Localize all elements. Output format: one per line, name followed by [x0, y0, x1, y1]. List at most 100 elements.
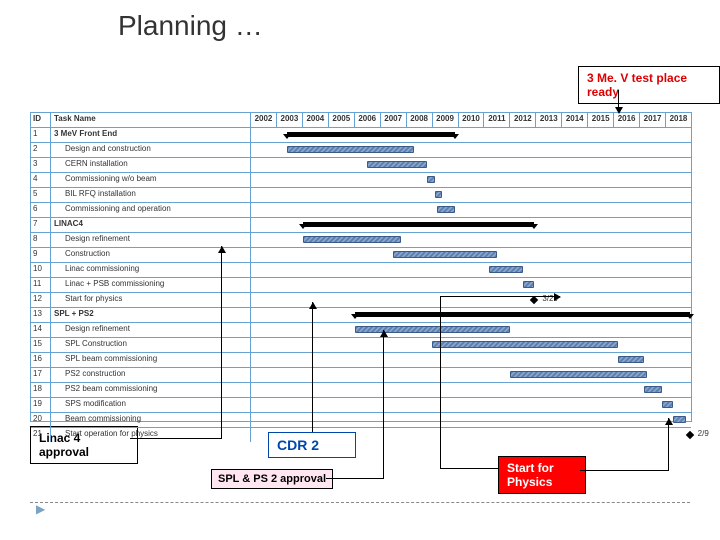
task-id: 7: [31, 218, 51, 232]
task-bar-area: [251, 308, 691, 322]
task-id: 3: [31, 158, 51, 172]
arrow-segment: [440, 296, 560, 297]
arrow-head-icon: [218, 246, 226, 253]
task-row: 5BIL RFQ installation: [31, 188, 691, 203]
year-2005: 2005: [329, 113, 355, 127]
task-id: 1: [31, 128, 51, 142]
task-row: 15SPL Construction: [31, 338, 691, 353]
header-id: ID: [31, 113, 51, 127]
arrow-head-icon: [309, 302, 317, 309]
task-row: 20Beam commissioning: [31, 413, 691, 428]
task-row: 6Commissioning and operation: [31, 203, 691, 218]
arrow-segment: [130, 438, 222, 439]
task-bar-area: [251, 203, 691, 217]
task-bar-area: [251, 323, 691, 337]
task-id: 21: [31, 428, 51, 442]
task-id: 4: [31, 173, 51, 187]
task-id: 20: [31, 413, 51, 427]
year-2018: 2018: [666, 113, 691, 127]
milestone-label: 2/9: [698, 429, 709, 438]
task-id: 13: [31, 308, 51, 322]
task-bar-area: [251, 218, 691, 232]
gantt-bar: [523, 281, 535, 288]
year-2004: 2004: [303, 113, 329, 127]
task-id: 14: [31, 323, 51, 337]
task-id: 19: [31, 398, 51, 412]
gantt-header: ID Task Name 200220032004200520062007200…: [31, 113, 691, 128]
year-2006: 2006: [355, 113, 381, 127]
task-id: 12: [31, 293, 51, 307]
year-2011: 2011: [484, 113, 510, 127]
year-2012: 2012: [510, 113, 536, 127]
year-2009: 2009: [433, 113, 459, 127]
task-id: 15: [31, 338, 51, 352]
arrow-segment: [326, 478, 384, 479]
gantt-bar: [367, 161, 427, 168]
gantt-bar: [287, 146, 414, 153]
task-row: 2Design and construction: [31, 143, 691, 158]
gantt-bar: [435, 191, 443, 198]
gantt-summary-bar: [287, 132, 455, 137]
task-bar-area: [251, 128, 691, 142]
task-row: 3CERN installation: [31, 158, 691, 173]
task-bar-area: [251, 173, 691, 187]
task-row: 14Design refinement: [31, 323, 691, 338]
task-id: 11: [31, 278, 51, 292]
task-row: 7LINAC4: [31, 218, 691, 233]
task-bar-area: 2/9: [251, 428, 691, 442]
year-2015: 2015: [588, 113, 614, 127]
task-row: 21Start operation for physics2/9: [31, 428, 691, 442]
gantt-bar: [489, 266, 523, 273]
gantt-bar: [393, 251, 497, 258]
gantt-years: 2002200320042005200620072008200920102011…: [251, 113, 691, 127]
task-bar-area: [251, 278, 691, 292]
task-bar-area: [251, 338, 691, 352]
task-row: 9Construction: [31, 248, 691, 263]
task-bar-area: [251, 413, 691, 427]
task-id: 17: [31, 368, 51, 382]
task-row: 12Start for physics3/29: [31, 293, 691, 308]
task-id: 2: [31, 143, 51, 157]
gantt-bar: [427, 176, 435, 183]
task-row: 10Linac commissioning: [31, 263, 691, 278]
arrow-segment: [221, 246, 222, 438]
gantt-bar: [510, 371, 647, 378]
task-row: 19SPS modification: [31, 398, 691, 413]
task-bar-area: [251, 368, 691, 382]
year-2017: 2017: [640, 113, 666, 127]
task-row: 16SPL beam commissioning: [31, 353, 691, 368]
year-2013: 2013: [536, 113, 562, 127]
task-id: 18: [31, 383, 51, 397]
callout-spl-ps2-approval: SPL & PS 2 approval: [211, 469, 333, 489]
milestone-diamond: [685, 431, 693, 439]
task-id: 8: [31, 233, 51, 247]
arrow-segment: [440, 296, 441, 468]
task-bar-area: [251, 188, 691, 202]
task-row: 13SPL + PS2: [31, 308, 691, 323]
gantt-chart: ID Task Name 200220032004200520062007200…: [30, 112, 692, 422]
task-id: 5: [31, 188, 51, 202]
task-name: Design refinement: [51, 233, 251, 247]
gantt-bar: [618, 356, 644, 363]
task-bar-area: [251, 263, 691, 277]
year-2014: 2014: [562, 113, 588, 127]
gantt-bar: [673, 416, 686, 423]
task-row: 4Commissioning w/o beam: [31, 173, 691, 188]
arrow-head-icon: [615, 107, 623, 114]
arrow-head-icon: [554, 293, 561, 301]
gantt-summary-bar: [355, 312, 690, 317]
callout-test-ready: 3 Me. V test place ready: [578, 66, 720, 104]
arrow-segment: [440, 468, 498, 469]
year-2003: 2003: [277, 113, 303, 127]
task-bar-area: [251, 398, 691, 412]
arrow-segment: [668, 418, 669, 470]
task-bar-area: [251, 158, 691, 172]
task-row: 13 MeV Front End: [31, 128, 691, 143]
task-id: 10: [31, 263, 51, 277]
gantt-bar: [437, 206, 455, 213]
callout-start-physics: Start for Physics: [498, 456, 586, 494]
arrow-segment: [580, 470, 669, 471]
task-row: 8Design refinement: [31, 233, 691, 248]
task-bar-area: [251, 143, 691, 157]
gantt-summary-bar: [303, 222, 535, 227]
